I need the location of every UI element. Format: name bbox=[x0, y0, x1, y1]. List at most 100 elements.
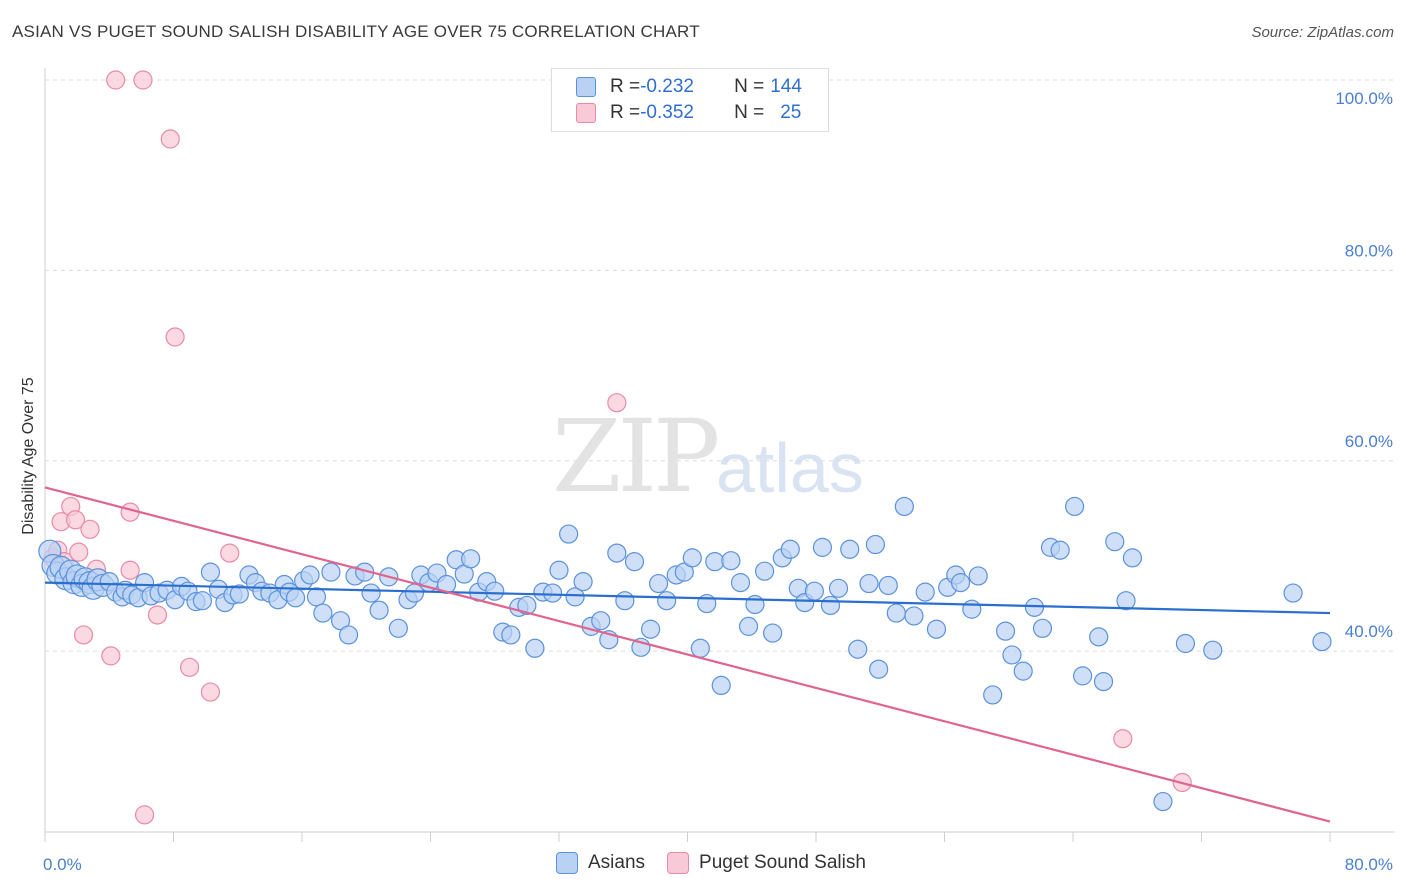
asians-point bbox=[780, 539, 800, 559]
tick-labels: 100.0% 80.0% 60.0% 40.0% 0.0% 80.0% Disability… bbox=[20, 89, 1393, 874]
asians-point bbox=[1116, 591, 1136, 611]
salish-trend-line bbox=[44, 486, 1331, 823]
asians-point bbox=[828, 578, 849, 598]
asians-point bbox=[754, 561, 775, 581]
asians-point bbox=[865, 534, 886, 555]
salish-point bbox=[73, 625, 94, 645]
asians-point bbox=[1065, 496, 1085, 517]
asians-point bbox=[330, 611, 351, 631]
salish-n-value: 25 bbox=[780, 102, 802, 123]
asians-r-value: -0.232 bbox=[640, 76, 694, 97]
legend-item-asians[interactable]: Asians bbox=[556, 852, 645, 874]
asians-point bbox=[321, 562, 341, 582]
y-axis-title: Disability Age Over 75 bbox=[20, 377, 37, 535]
asians-point bbox=[983, 685, 1003, 705]
salish-r-label: R = bbox=[610, 102, 641, 123]
asians-point bbox=[501, 625, 521, 645]
asians-point bbox=[200, 562, 221, 582]
asians-point bbox=[711, 675, 731, 696]
asians-point bbox=[624, 552, 645, 572]
asians-swatch bbox=[576, 77, 596, 97]
salish-point bbox=[80, 519, 100, 539]
salish-point bbox=[106, 70, 126, 90]
salish-point bbox=[200, 682, 221, 702]
legend-row-asians: R = -0.232 N = 144 bbox=[576, 75, 802, 99]
salish-legend-swatch bbox=[667, 852, 690, 874]
asians-point bbox=[1203, 640, 1223, 660]
asians-point bbox=[682, 548, 702, 568]
x-tick-label: 80.0% bbox=[1345, 855, 1393, 874]
asians-point bbox=[894, 496, 914, 517]
asians-point bbox=[690, 638, 710, 658]
asians-point bbox=[565, 587, 585, 607]
asians-point bbox=[1122, 548, 1143, 568]
asians-point bbox=[657, 591, 677, 611]
asians-point bbox=[361, 583, 381, 603]
salish-point bbox=[179, 657, 200, 677]
asians-point bbox=[878, 575, 898, 596]
watermark-atlas: atlas bbox=[716, 429, 864, 507]
asians-point bbox=[306, 587, 327, 607]
asians-point bbox=[369, 600, 389, 620]
asians-point bbox=[573, 572, 593, 592]
asians-point bbox=[591, 611, 611, 631]
axes bbox=[44, 68, 1395, 842]
asians-point bbox=[721, 551, 741, 571]
salish-legend-label: Puget Sound Salish bbox=[699, 852, 866, 873]
asians-point bbox=[461, 549, 481, 569]
asians-point bbox=[313, 603, 333, 623]
asians-point bbox=[968, 566, 988, 586]
x-tick-label: 0.0% bbox=[43, 855, 82, 874]
asians-point bbox=[1093, 671, 1114, 692]
asians-point bbox=[840, 539, 860, 559]
asians-point bbox=[904, 606, 924, 626]
asians-point bbox=[1002, 645, 1022, 665]
asians-point bbox=[915, 582, 935, 602]
asians-point bbox=[859, 573, 879, 594]
legend-item-salish[interactable]: Puget Sound Salish bbox=[667, 852, 866, 874]
asians-point bbox=[559, 524, 579, 544]
asians-point bbox=[549, 560, 569, 580]
asians-point bbox=[1032, 618, 1053, 638]
salish-point bbox=[147, 605, 168, 625]
asians-point bbox=[820, 595, 841, 616]
salish-point bbox=[1113, 729, 1133, 749]
asians-point bbox=[285, 588, 306, 608]
asians-point bbox=[674, 562, 694, 582]
asians-n-label: N = bbox=[734, 76, 765, 97]
asians-point bbox=[525, 638, 545, 658]
asians-point bbox=[995, 621, 1016, 641]
salish-point bbox=[120, 560, 140, 580]
asians-point bbox=[962, 599, 982, 619]
series-legend: Asians Puget Sound Salish bbox=[556, 852, 888, 874]
asians-point bbox=[730, 573, 751, 593]
asians-point bbox=[886, 603, 906, 623]
y-tick-label: 80.0% bbox=[1345, 241, 1393, 260]
watermark-zip: ZIP bbox=[552, 398, 720, 515]
asians-trend-line bbox=[44, 581, 1331, 615]
asians-point bbox=[763, 623, 783, 643]
y-tick-label: 100.0% bbox=[1335, 89, 1393, 108]
source-label: Source: ZipAtlas.com bbox=[1251, 24, 1394, 41]
asians-point bbox=[804, 581, 824, 601]
salish-r-value: -0.352 bbox=[640, 102, 694, 123]
asians-point bbox=[388, 618, 408, 638]
asians-point bbox=[950, 573, 971, 593]
asians-point bbox=[640, 619, 661, 639]
salish-point bbox=[165, 327, 185, 347]
asians-point bbox=[1024, 597, 1045, 617]
asians-point bbox=[1073, 666, 1093, 686]
asians-point bbox=[542, 583, 563, 603]
asians-point bbox=[192, 591, 213, 611]
asians-point bbox=[517, 595, 537, 616]
legend-row-salish: R = -0.352 N = 25 bbox=[576, 101, 801, 125]
asians-n-value: 144 bbox=[770, 76, 802, 97]
asians-point bbox=[338, 625, 359, 645]
salish-point bbox=[220, 543, 240, 563]
asians-point bbox=[738, 616, 759, 636]
asians-point bbox=[615, 591, 635, 611]
asians-point bbox=[1013, 661, 1033, 681]
asians-point bbox=[1175, 633, 1196, 654]
asians-point bbox=[1312, 632, 1332, 652]
asians-point bbox=[926, 619, 947, 639]
